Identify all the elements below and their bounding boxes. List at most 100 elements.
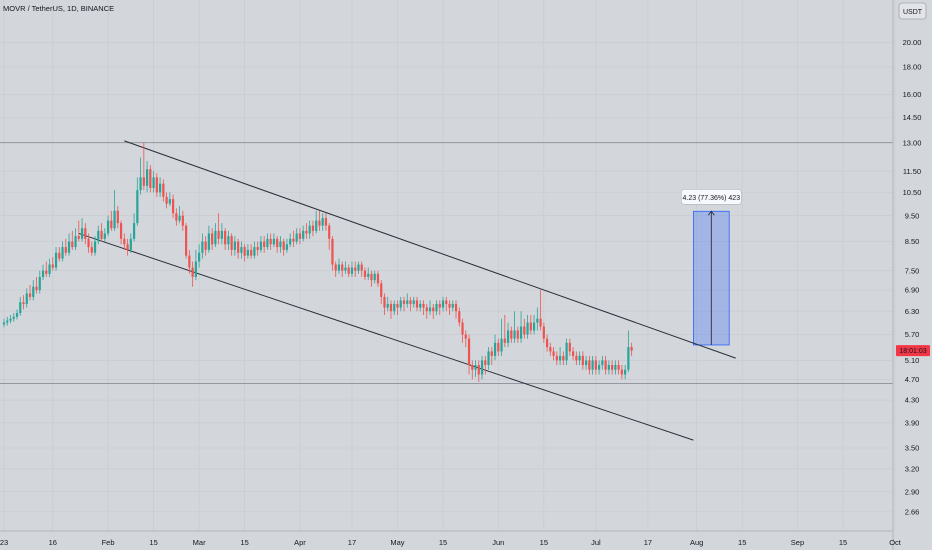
candle-body — [172, 199, 175, 214]
y-tick-label: 8.50 — [905, 237, 920, 246]
y-tick-label: 5.10 — [905, 356, 920, 365]
candle-body — [308, 225, 311, 234]
candle-body — [19, 302, 22, 314]
candle-body — [302, 230, 305, 239]
y-tick-label: 10.50 — [903, 188, 922, 197]
candle-body — [145, 169, 149, 186]
candle-body — [519, 326, 523, 339]
candle-body — [113, 210, 116, 229]
candle-body — [435, 303, 438, 312]
candle-body — [139, 177, 142, 191]
candle-body — [565, 342, 568, 361]
candle-body — [334, 264, 337, 271]
x-tick-label: 17 — [644, 538, 652, 547]
currency-button-frame[interactable] — [898, 2, 927, 20]
candle-body — [344, 267, 347, 271]
x-tick-label: 15 — [240, 538, 248, 547]
channel-lower-line[interactable] — [78, 232, 694, 441]
candle-body — [132, 223, 136, 239]
candle-body — [581, 355, 584, 366]
candle-body — [558, 355, 562, 361]
candle-body — [513, 330, 516, 339]
time-axis[interactable]: 23 16 Feb 15 Mar 15 Apr 17 May 15 Jun 15 Jul 17 Aug 15 S… — [0, 538, 902, 547]
descending-channel[interactable] — [78, 140, 736, 441]
candle-body — [305, 230, 308, 234]
y-tick-label: 6.90 — [905, 286, 920, 295]
candle-body — [191, 267, 194, 277]
channel-upper-line[interactable] — [124, 140, 736, 359]
candle-body — [158, 183, 162, 193]
candle-body — [578, 355, 581, 361]
candle-body — [575, 355, 578, 361]
candle-body — [51, 264, 54, 268]
candle-body — [630, 347, 633, 351]
candle-body — [399, 300, 402, 308]
candle-body — [155, 177, 158, 193]
candle-body — [480, 360, 484, 375]
candle-body — [315, 220, 318, 231]
candle-body — [493, 342, 497, 356]
candle-body — [389, 303, 393, 312]
candle-body — [585, 360, 588, 366]
candle-body — [269, 238, 272, 245]
candle-body — [357, 264, 360, 271]
candle-body — [380, 283, 383, 297]
y-tick-label: 16.00 — [903, 90, 922, 99]
x-tick-label: May — [390, 538, 404, 547]
candle-body — [181, 215, 184, 226]
candle-body — [438, 303, 441, 308]
candle-body — [367, 273, 370, 277]
y-tick-label: 3.20 — [905, 464, 920, 473]
x-tick-label: Jun — [492, 538, 504, 547]
candle-body — [256, 247, 259, 250]
candle-body — [237, 241, 240, 253]
candle-body — [461, 322, 464, 335]
candle-body — [568, 342, 571, 352]
x-tick-label: Oct — [889, 538, 902, 547]
candle-body — [233, 241, 236, 250]
candle-body — [152, 177, 155, 188]
candle-body — [84, 228, 87, 239]
candle-body — [292, 238, 295, 242]
x-tick-label: 15 — [149, 538, 157, 547]
x-tick-label: Sep — [791, 538, 804, 547]
candle-body — [607, 365, 610, 370]
candle-body — [341, 264, 344, 271]
candle-body — [214, 230, 217, 245]
candle-body — [217, 230, 220, 239]
candle-body — [448, 303, 451, 308]
y-tick-label: 11.50 — [903, 167, 921, 176]
candle-body — [383, 296, 386, 308]
candle-body — [373, 273, 376, 281]
candle-body — [129, 238, 132, 250]
candle-body — [477, 365, 480, 375]
candle-body — [6, 320, 9, 323]
price-range-measure[interactable]: 4.23 (77.36%) 423 — [681, 188, 742, 346]
candle-body — [227, 236, 230, 245]
candle-body — [165, 196, 168, 204]
y-tick-label: 4.30 — [905, 396, 920, 405]
currency-button-label[interactable]: USDT — [903, 9, 923, 16]
candle-body — [211, 233, 214, 245]
candle-body — [2, 322, 6, 325]
y-tick-label: 6.30 — [905, 307, 920, 316]
candle-body — [415, 300, 419, 308]
y-tick-label: 18.00 — [903, 63, 922, 72]
horizontal-level-lines[interactable] — [0, 142, 893, 384]
candle-body — [464, 334, 467, 339]
candle-body — [396, 303, 399, 308]
vertical-gridlines — [3, 0, 896, 531]
candle-body — [545, 338, 549, 348]
candle-body — [220, 230, 223, 239]
candle-body — [425, 307, 428, 312]
y-tick-label: 3.90 — [905, 418, 920, 427]
candle-body — [376, 273, 380, 284]
candle-body — [611, 365, 614, 370]
currency-button[interactable]: USDT — [898, 2, 927, 20]
price-axis[interactable]: 20.00 18.00 16.00 14.50 13.00 11.50 10.50 9.50 8… — [903, 38, 922, 516]
candle-body — [142, 177, 145, 186]
x-tick-label: 15 — [738, 538, 746, 547]
candle-body — [617, 365, 620, 370]
